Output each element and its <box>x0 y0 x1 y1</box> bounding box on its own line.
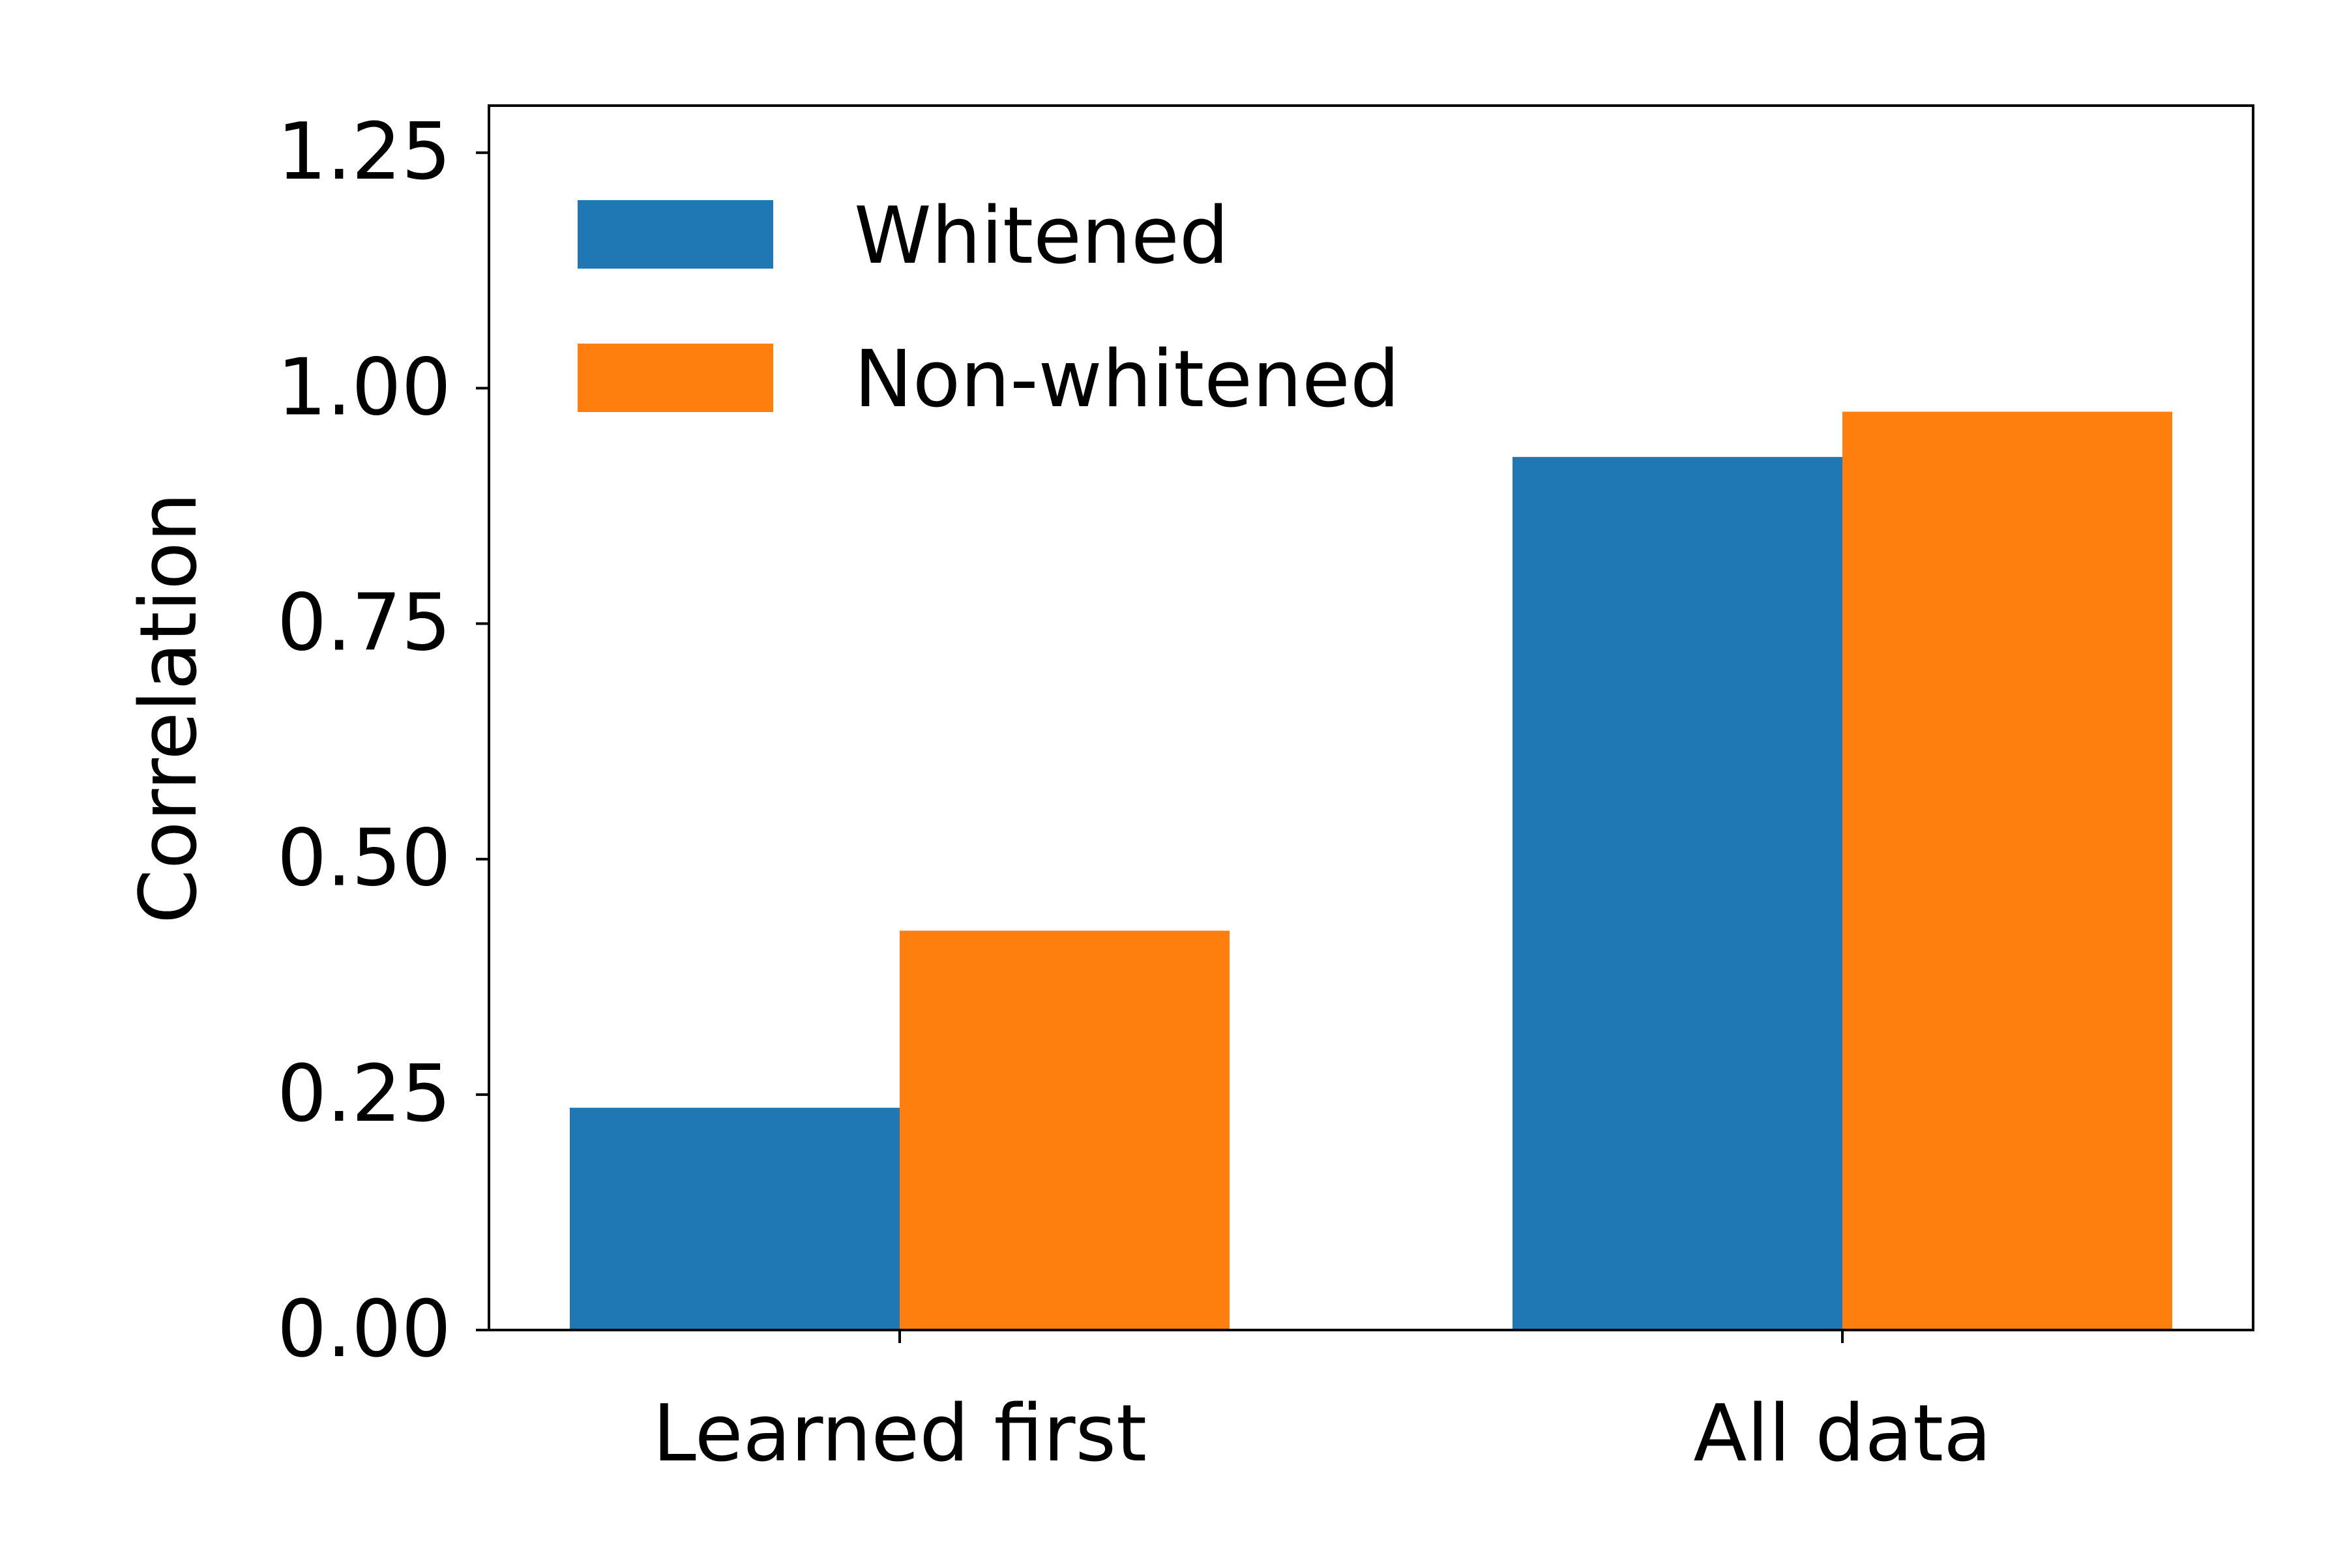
x-tick-label-1: All data <box>1693 1389 1991 1479</box>
y-axis-label: Correlation <box>124 492 214 924</box>
legend-label-non-whitened: Non-whitened <box>854 334 1400 425</box>
x-tick-label-0: Learned first <box>653 1389 1147 1479</box>
legend: Whitened Non-whitened <box>578 191 1400 425</box>
bar-non-whitened-0 <box>900 930 1230 1330</box>
bar-non-whitened-1 <box>1842 411 2172 1330</box>
axes-layer: Correlation <box>124 104 2254 1331</box>
y-tick-label-2: 0.50 <box>277 814 451 904</box>
legend-swatch-whitened <box>578 200 773 269</box>
y-tick-label-3: 0.75 <box>277 578 451 669</box>
ticks-layer: 0.00 0.25 0.50 0.75 1.00 1.25 Learned first All… <box>277 107 1992 1479</box>
legend-swatch-non-whitened <box>578 344 773 412</box>
legend-label-whitened: Whitened <box>854 191 1229 282</box>
bar-whitened-1 <box>1513 456 1842 1330</box>
y-tick-label-5: 1.25 <box>277 107 451 198</box>
y-tick-label-1: 0.25 <box>277 1049 451 1140</box>
bar-whitened-0 <box>570 1108 900 1330</box>
plot-frame <box>488 104 2254 1331</box>
bars-layer <box>570 411 2172 1330</box>
y-tick-label-0: 0.00 <box>277 1284 451 1375</box>
y-tick-label-4: 1.00 <box>277 342 451 433</box>
